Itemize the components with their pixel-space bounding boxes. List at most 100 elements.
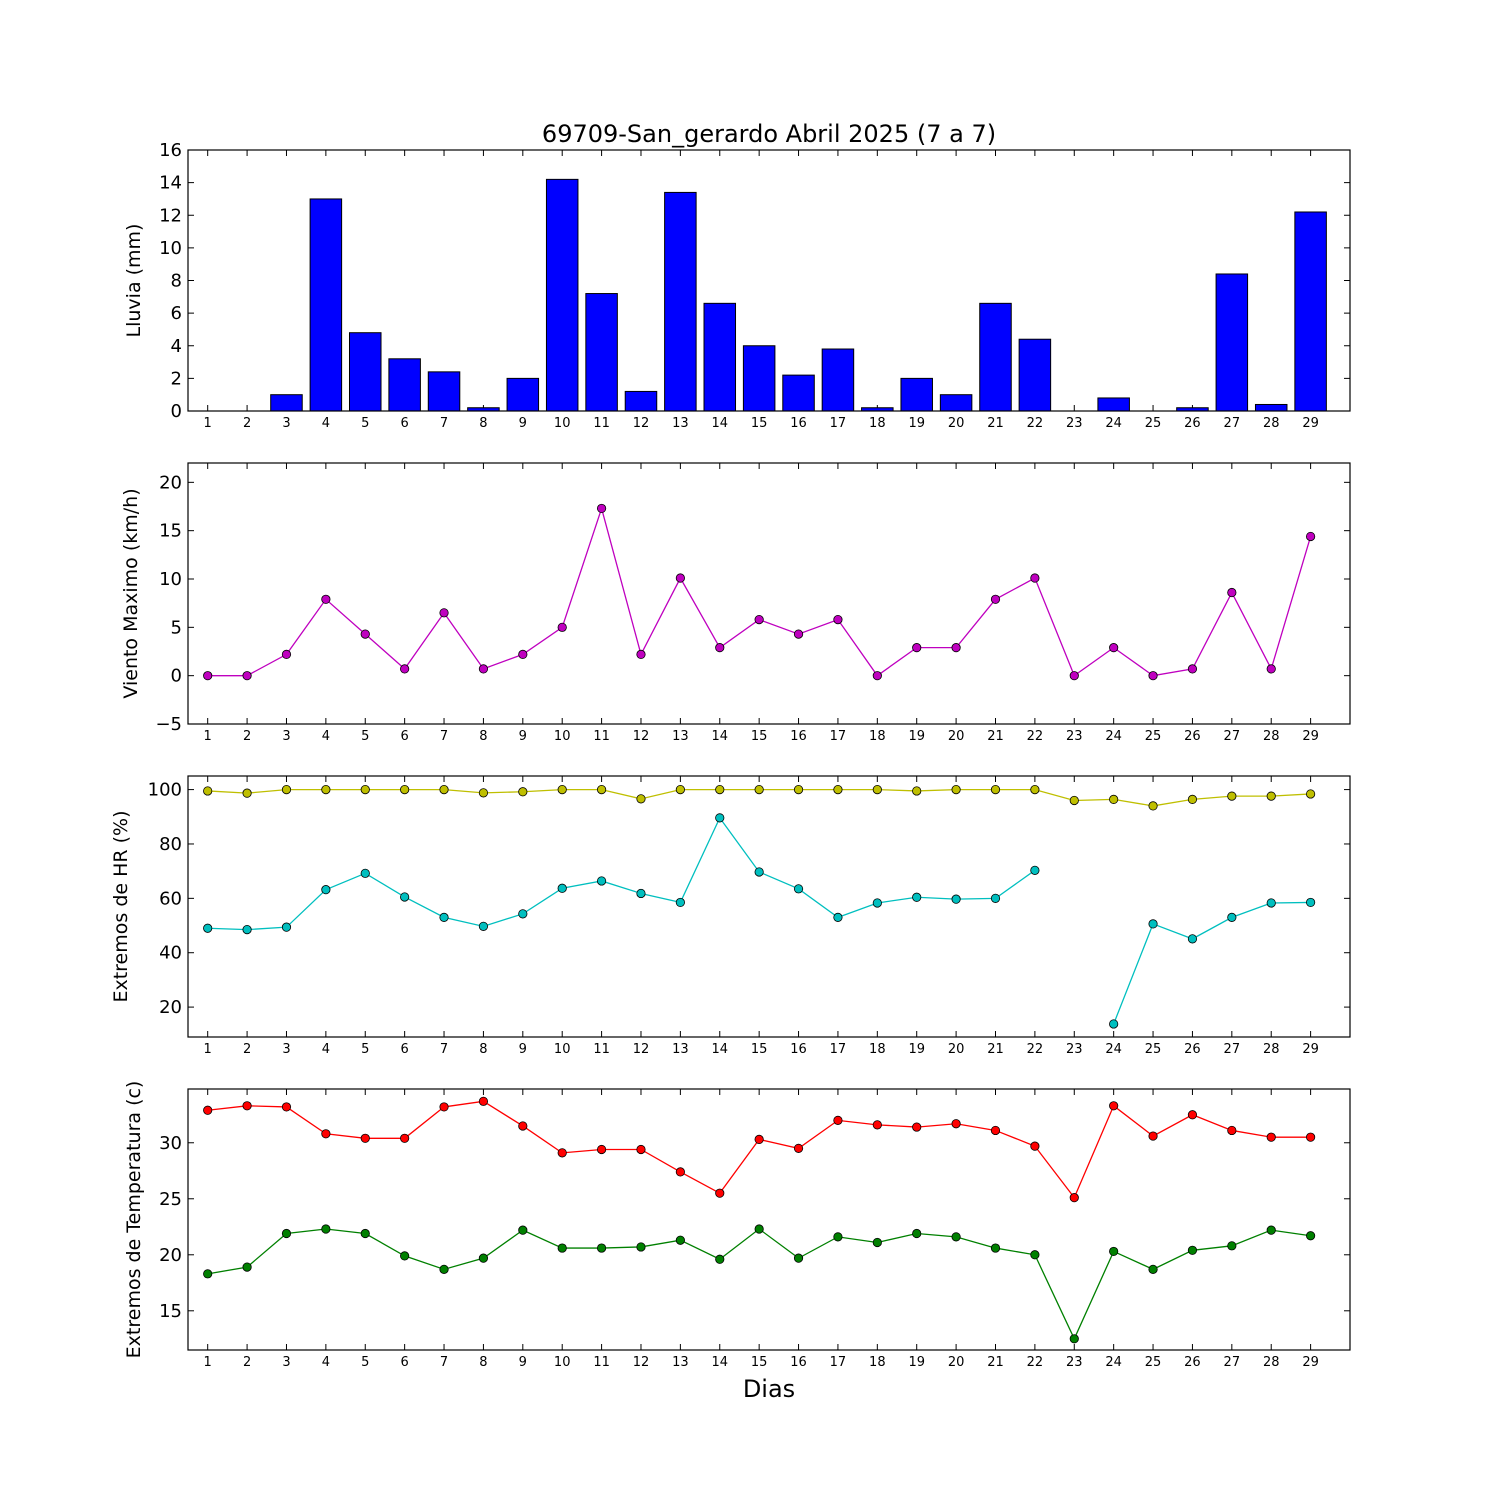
x-tick-label: 7 [440, 729, 448, 744]
point-series-2-day-13 [675, 1235, 685, 1245]
point-series-2-day-14 [715, 1254, 725, 1264]
point-series-1-day-3 [281, 649, 292, 660]
point-series-1-day-22 [1030, 1141, 1040, 1151]
point-series-1-day-3 [281, 1102, 292, 1112]
point-series-1-day-8 [478, 664, 489, 674]
y-tick-label: 0 [171, 666, 182, 687]
y-tick-label: 14 [159, 173, 182, 194]
x-tick-label: 1 [204, 729, 212, 744]
point-series-2-day-3 [281, 1228, 292, 1239]
bar-day-4 [309, 198, 343, 412]
point-series-2-day-6 [400, 1251, 410, 1261]
point-series-1-day-2 [242, 671, 252, 681]
x-tick-label: 24 [1105, 729, 1122, 744]
x-tick-label: 16 [790, 1042, 807, 1057]
x-tick-label: 28 [1263, 729, 1280, 744]
point-series-1-day-20 [951, 643, 961, 653]
x-tick-label: 29 [1302, 416, 1319, 431]
x-tick-label: 9 [519, 1355, 527, 1370]
point-series-1-day-17 [833, 614, 843, 625]
bar-day-3 [270, 394, 303, 412]
x-tick-label: 19 [908, 1355, 925, 1370]
bar-day-17 [821, 348, 855, 412]
point-series-1-day-19 [912, 786, 922, 796]
series-line-1 [207, 506, 1312, 677]
point-series-2-day-21 [990, 893, 1001, 903]
x-tick-label: 15 [751, 1355, 768, 1370]
x-tick-label: 25 [1145, 1355, 1162, 1370]
point-series-1-day-14 [715, 784, 725, 795]
point-series-1-day-1 [203, 671, 213, 681]
point-series-2-day-22 [1030, 865, 1040, 875]
point-series-1-day-17 [833, 1115, 843, 1125]
x-tick-label: 9 [519, 1042, 527, 1057]
point-series-2-day-26 [1187, 934, 1198, 944]
point-series-2-day-11 [596, 1243, 607, 1253]
y-tick-label: 4 [171, 336, 182, 357]
y-tick-label: 100 [148, 780, 182, 801]
plot-frame [187, 1088, 1351, 1351]
point-series-1-day-17 [833, 784, 843, 795]
point-series-1-day-28 [1266, 791, 1276, 801]
point-series-2-day-25 [1148, 919, 1158, 929]
point-series-1-day-10 [557, 784, 567, 795]
point-series-1-day-15 [754, 1134, 764, 1145]
point-series-1-day-4 [321, 784, 331, 795]
point-series-2-day-19 [912, 1228, 922, 1239]
bar-day-16 [782, 374, 815, 412]
point-series-2-day-20 [951, 894, 961, 904]
x-tick-label: 26 [1184, 729, 1201, 744]
x-tick-label: 5 [361, 1355, 369, 1370]
x-tick-label: 17 [830, 416, 847, 431]
x-tick-label: 8 [479, 416, 487, 431]
x-tick-label: 21 [987, 1042, 1004, 1057]
x-tick-label: 15 [751, 729, 768, 744]
point-series-2-day-7 [439, 1264, 449, 1274]
x-tick-label: 13 [672, 729, 689, 744]
x-tick-label: 18 [869, 1355, 886, 1370]
point-series-2-day-1 [203, 1269, 213, 1279]
x-tick-label: 23 [1066, 1042, 1083, 1057]
point-series-2-day-25 [1148, 1264, 1158, 1274]
x-tick-label: 6 [401, 729, 409, 744]
y-tick-label: 2 [171, 368, 182, 389]
x-tick-label: 27 [1224, 1042, 1241, 1057]
point-series-2-day-1 [203, 923, 213, 933]
x-tick-label: 20 [948, 1042, 965, 1057]
x-tick-label: 6 [401, 416, 409, 431]
point-series-2-day-27 [1227, 1241, 1237, 1251]
x-tick-label: 11 [593, 1042, 610, 1057]
x-tick-label: 16 [790, 729, 807, 744]
x-tick-label: 10 [554, 729, 571, 744]
x-tick-label: 27 [1224, 729, 1241, 744]
bar-day-5 [348, 332, 382, 412]
point-series-1-day-7 [439, 1102, 449, 1112]
x-tick-label: 27 [1224, 1355, 1241, 1370]
point-series-2-day-13 [675, 897, 685, 908]
x-tick-label: 3 [282, 1355, 290, 1370]
x-tick-label: 11 [593, 729, 610, 744]
x-tick-label: 26 [1184, 416, 1201, 431]
point-series-2-day-28 [1266, 898, 1276, 908]
bar-day-20 [939, 394, 973, 412]
x-tick-label: 2 [243, 1042, 251, 1057]
x-tick-label: 27 [1224, 416, 1241, 431]
x-tick-label: 25 [1145, 1042, 1162, 1057]
point-series-1-day-9 [518, 1121, 528, 1131]
point-series-2-day-20 [951, 1232, 961, 1242]
bar-day-10 [545, 178, 579, 412]
y-tick-label: 16 [159, 140, 182, 161]
point-series-1-day-9 [518, 649, 528, 660]
y-tick-label: 6 [171, 303, 182, 324]
point-series-2-day-3 [281, 922, 292, 932]
point-series-1-day-27 [1227, 587, 1237, 598]
x-tick-label: 13 [672, 416, 689, 431]
x-tick-label: 8 [479, 1355, 487, 1370]
x-tick-label: 20 [948, 729, 965, 744]
point-series-2-day-29 [1306, 897, 1316, 908]
bar-day-11 [585, 293, 618, 412]
x-tick-label: 25 [1145, 729, 1162, 744]
y-axis-label: Viento Maximo (km/h) [120, 488, 142, 698]
